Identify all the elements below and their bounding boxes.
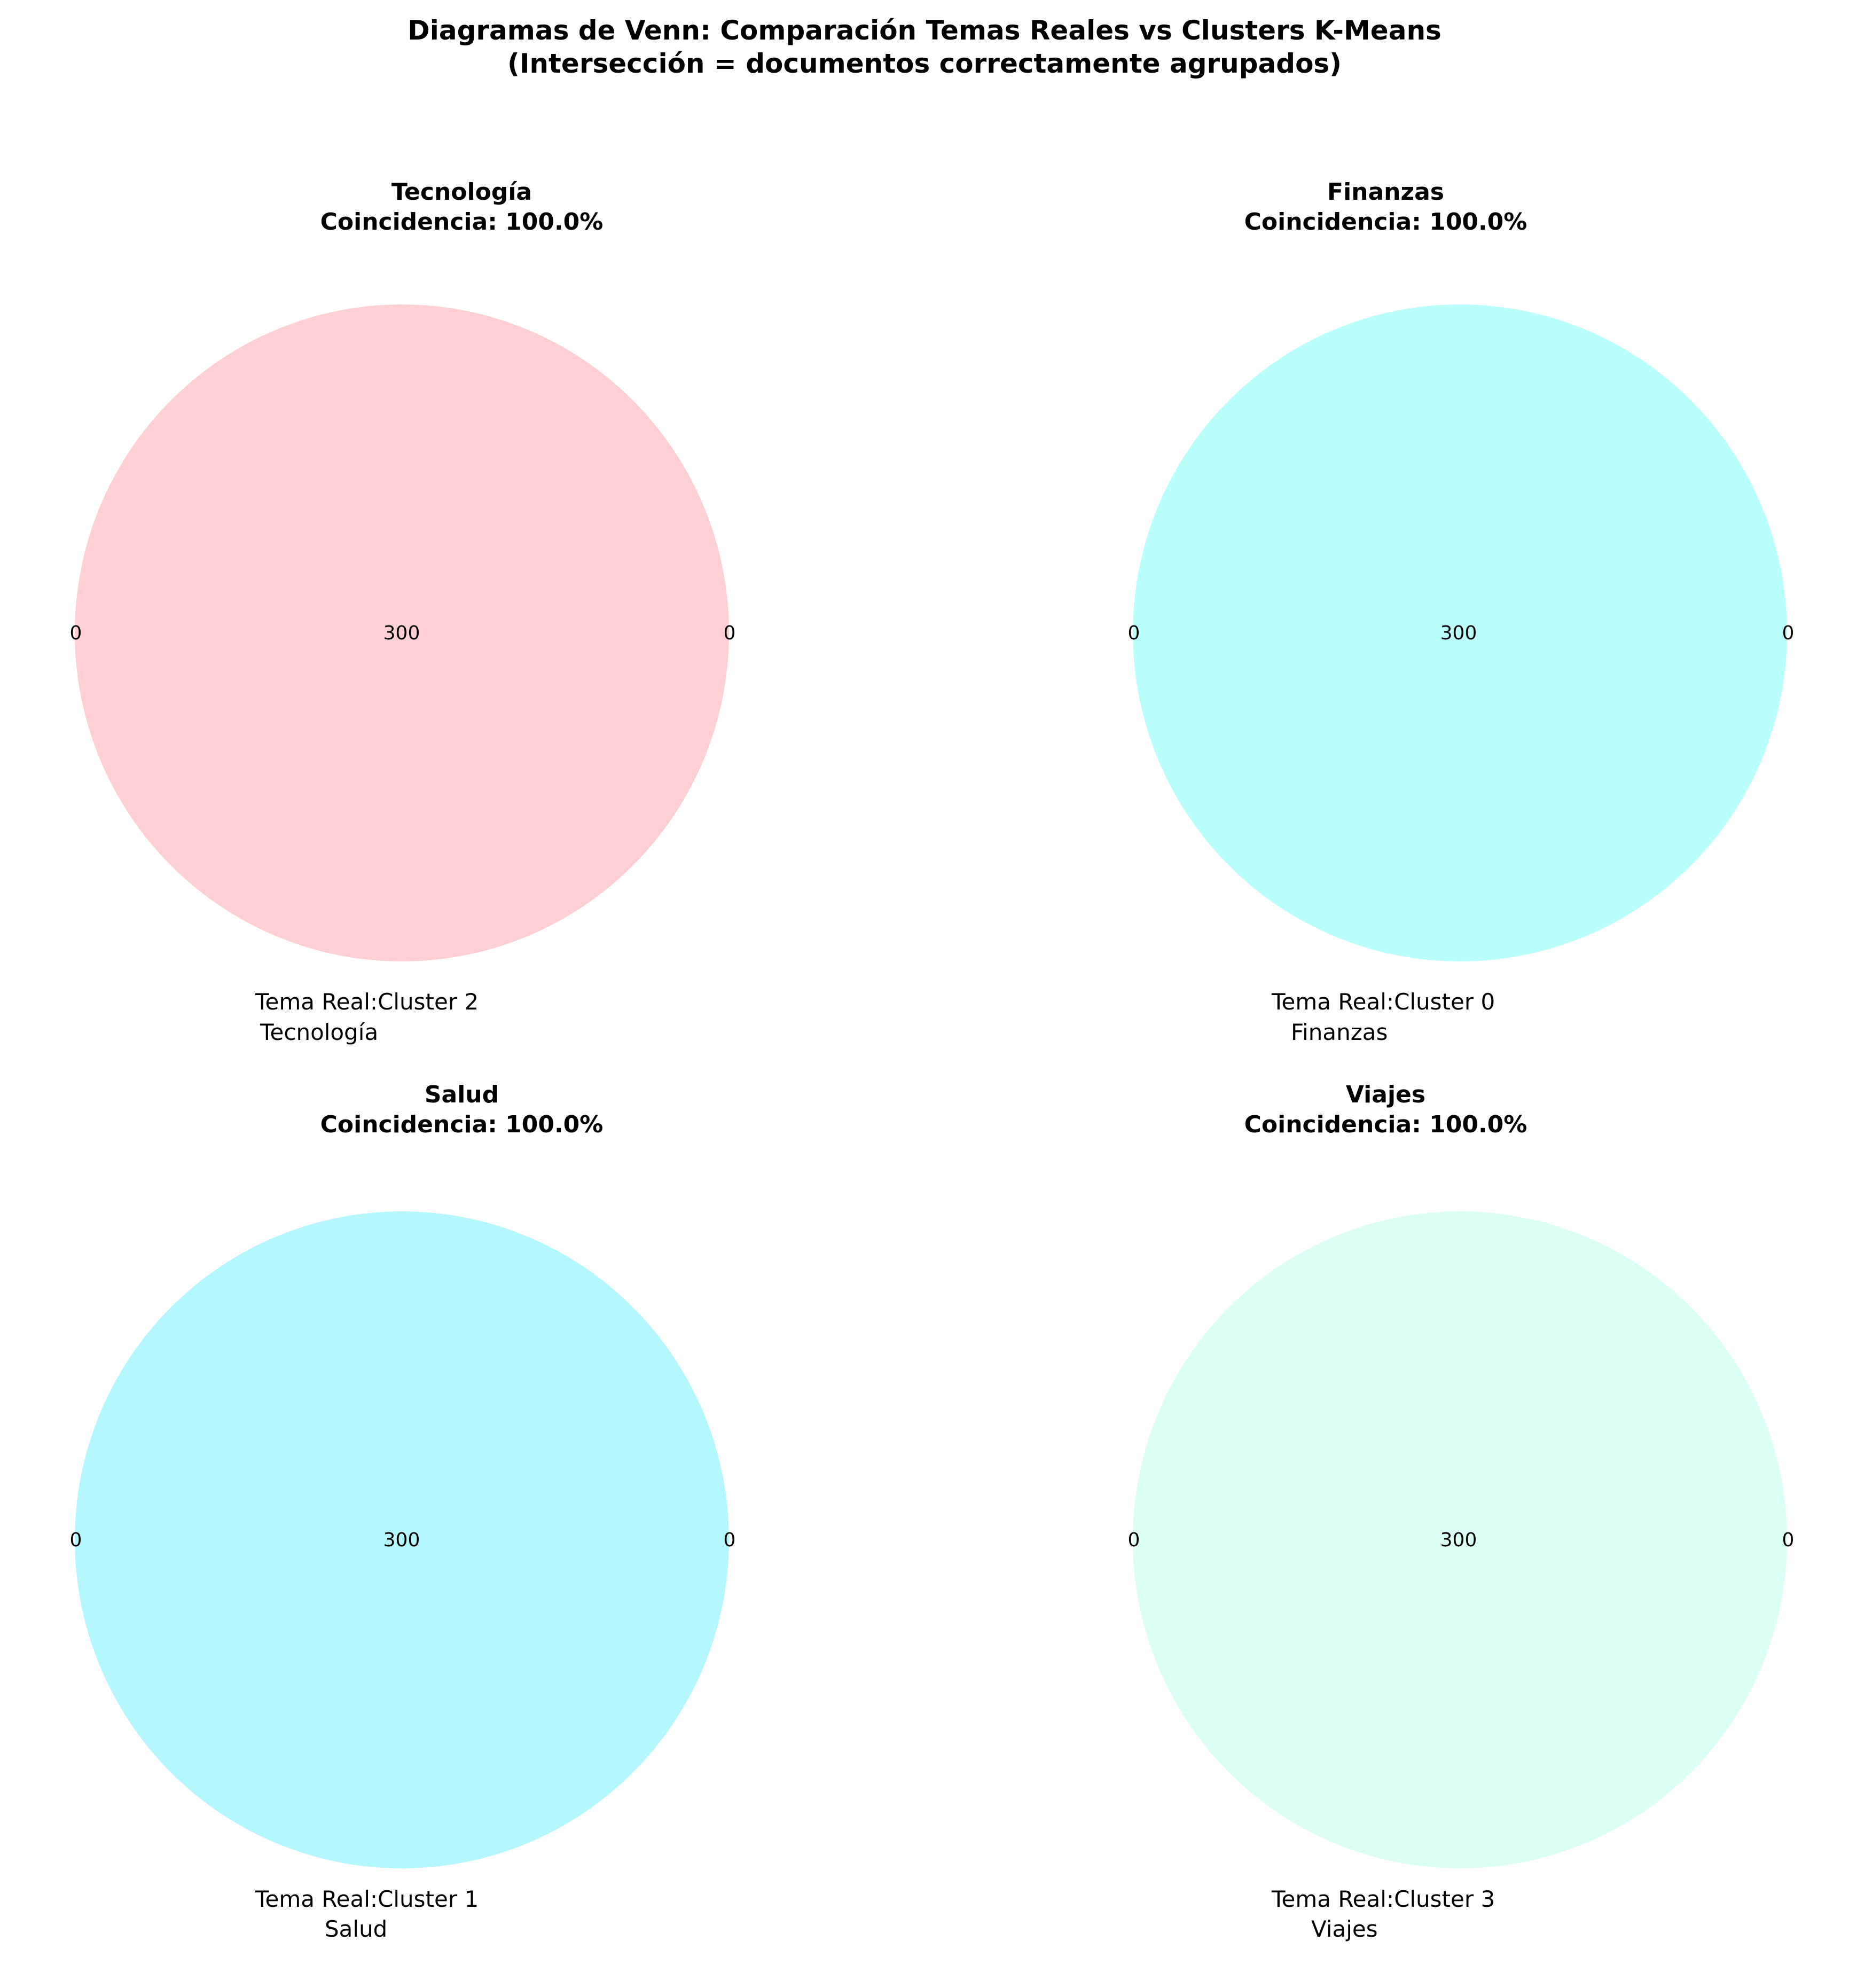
intersection-count: 300 <box>1440 1529 1477 1551</box>
left-only-count: 0 <box>1127 1529 1140 1551</box>
panel-title: Tecnología Coincidencia: 100.0% <box>0 177 924 237</box>
panel-topic: Finanzas <box>1327 178 1444 206</box>
panel-topic: Viajes <box>1345 1081 1426 1108</box>
set-label: Tema Real:Cluster 3 <box>1272 1885 1495 1913</box>
figure-title-line1: Diagramas de Venn: Comparación Temas Rea… <box>408 15 1441 46</box>
set-label-topic: Tecnología <box>260 1019 379 1045</box>
set-label-real: Tema Real: <box>1272 1886 1394 1912</box>
venn-circle <box>1133 1211 1787 1868</box>
panel-match: Coincidencia: 100.0% <box>320 1111 604 1138</box>
set-label-topic: Viajes <box>1311 1916 1378 1942</box>
venn-panel-salud: Salud Coincidencia: 100.0% 0 300 0 Tema … <box>0 1080 924 1988</box>
venn-panel-viajes: Viajes Coincidencia: 100.0% 0 300 0 Tema… <box>924 1080 1849 1988</box>
figure-title-line2: (Intersección = documentos correctamente… <box>507 48 1342 79</box>
set-label: Tema Real:Cluster 0 <box>1272 988 1495 1016</box>
set-label-cluster: Cluster 2 <box>378 989 479 1015</box>
figure-title: Diagramas de Venn: Comparación Temas Rea… <box>0 14 1849 80</box>
panel-topic: Tecnología <box>391 178 532 206</box>
right-only-count: 0 <box>1782 622 1795 644</box>
panel-title: Salud Coincidencia: 100.0% <box>0 1080 924 1140</box>
right-only-count: 0 <box>1782 1529 1795 1551</box>
panel-topic: Salud <box>424 1081 499 1108</box>
venn-circle <box>1133 304 1787 961</box>
intersection-count: 300 <box>383 622 420 644</box>
set-label-cluster: Cluster 1 <box>378 1886 479 1912</box>
panel-title: Viajes Coincidencia: 100.0% <box>923 1080 1848 1140</box>
venn-circle <box>75 304 729 961</box>
intersection-count: 300 <box>1440 622 1477 644</box>
set-label-topic: Salud <box>325 1916 388 1942</box>
panel-title: Finanzas Coincidencia: 100.0% <box>923 177 1848 237</box>
left-only-count: 0 <box>69 1529 82 1551</box>
set-label-topic: Finanzas <box>1291 1019 1388 1045</box>
panel-match: Coincidencia: 100.0% <box>320 208 604 236</box>
set-label: Tema Real:Cluster 2 <box>255 988 479 1016</box>
venn-panel-finanzas: Finanzas Coincidencia: 100.0% 0 300 0 Te… <box>924 171 1849 1079</box>
left-only-count: 0 <box>1127 622 1140 644</box>
set-label-cluster: Cluster 0 <box>1394 989 1495 1015</box>
panel-match: Coincidencia: 100.0% <box>1244 208 1527 236</box>
right-only-count: 0 <box>723 622 736 644</box>
venn-circle <box>75 1211 729 1868</box>
set-label: Tema Real:Cluster 1 <box>255 1885 479 1913</box>
right-only-count: 0 <box>723 1529 736 1551</box>
set-label-real: Tema Real: <box>1272 989 1394 1015</box>
left-only-count: 0 <box>69 622 82 644</box>
venn-panel-tecnologia: Tecnología Coincidencia: 100.0% 0 300 0 … <box>0 171 924 1079</box>
set-label-cluster: Cluster 3 <box>1394 1886 1495 1912</box>
intersection-count: 300 <box>383 1529 420 1551</box>
set-label-real: Tema Real: <box>255 989 378 1015</box>
set-label-real: Tema Real: <box>255 1886 378 1912</box>
panel-match: Coincidencia: 100.0% <box>1244 1111 1527 1138</box>
